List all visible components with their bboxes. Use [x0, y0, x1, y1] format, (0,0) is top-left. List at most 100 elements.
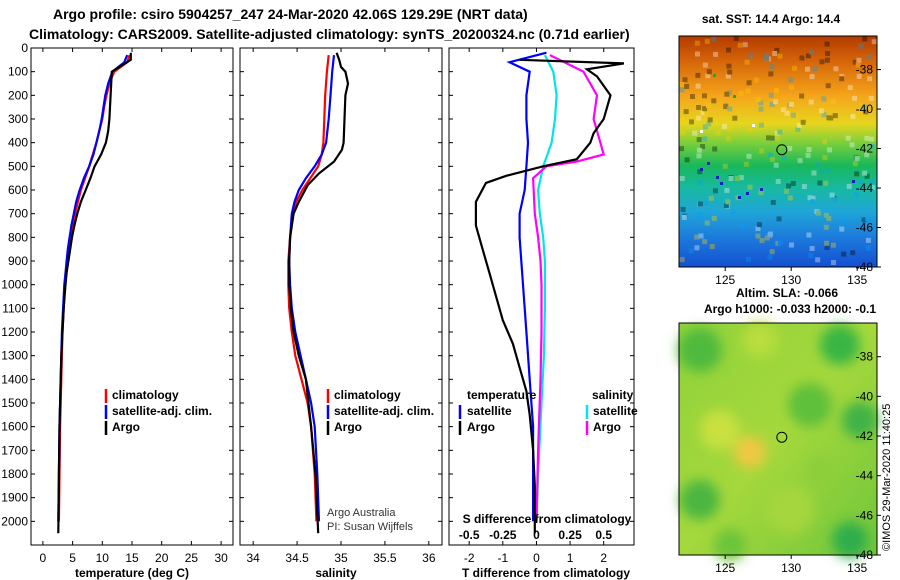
y-tick-label: 1100	[2, 301, 28, 315]
sst-texture	[852, 95, 857, 101]
sst-texture	[692, 130, 698, 136]
sla-title-line1: Altim. SLA: -0.066	[736, 286, 838, 300]
sst-texture	[766, 135, 771, 141]
sst-texture	[712, 146, 718, 152]
sst-texture	[690, 94, 695, 99]
header-line-1: Argo profile: csiro 5904257_247 24-Mar-2…	[53, 6, 528, 22]
sst-texture	[684, 84, 690, 89]
sst-texture	[711, 215, 717, 221]
legend-s-satellite: satellite	[593, 404, 638, 418]
sst-texture	[768, 71, 774, 77]
sst-texture	[754, 77, 760, 83]
sst-texture	[833, 66, 839, 72]
s-diff-tick-label: 0.5	[595, 528, 612, 542]
sst-texture	[698, 233, 704, 239]
sst-texture	[786, 183, 792, 189]
sst-texture	[808, 253, 814, 259]
sst-texture	[790, 112, 796, 118]
sst-texture	[727, 106, 733, 112]
sst-texture	[758, 189, 764, 195]
y-tick-label: 600	[8, 183, 28, 197]
sst-texture	[739, 223, 745, 229]
sst-texture	[777, 129, 783, 135]
sst-texture	[828, 115, 834, 121]
sst-texture	[805, 66, 810, 72]
sst-texture	[734, 176, 740, 181]
y-tick-label: 1700	[1, 443, 28, 457]
sst-texture	[726, 63, 732, 69]
legend-climatology: climatology	[334, 388, 401, 402]
sst-texture	[679, 146, 684, 152]
sst-texture	[722, 163, 728, 169]
sst-texture	[830, 242, 836, 248]
sst-texture	[738, 90, 744, 96]
sst-texture	[823, 180, 829, 186]
map-y-tick-label: -44	[856, 469, 874, 483]
sst-texture	[853, 192, 859, 198]
sst-texture	[867, 76, 873, 82]
map-y-tick-label: -42	[856, 142, 874, 156]
sst-texture	[706, 121, 712, 127]
y-tick-label: 500	[8, 159, 28, 173]
sst-texture	[758, 122, 764, 128]
sst-texture	[731, 209, 737, 215]
sst-texture	[814, 209, 820, 215]
sst-texture	[865, 237, 871, 243]
sst-texture	[694, 40, 700, 46]
sst-texture	[759, 238, 765, 244]
sst-texture	[784, 110, 790, 116]
sla-anomaly-blob	[766, 486, 814, 534]
sst-texture	[698, 212, 704, 218]
sst-texture	[852, 161, 858, 167]
sst-texture	[773, 99, 779, 105]
sst-texture	[776, 216, 782, 222]
sst-texture	[763, 121, 769, 127]
sst-obs-dot	[746, 192, 749, 195]
temperature-xlabel: temperature (deg C)	[75, 566, 189, 580]
sst-texture	[871, 39, 877, 45]
sst-texture	[842, 218, 848, 224]
sst-texture	[801, 184, 807, 189]
sst-texture	[805, 152, 811, 158]
credit-pi: PI: Susan Wijffels	[327, 521, 413, 533]
sst-texture	[845, 135, 851, 141]
sst-texture	[822, 155, 828, 161]
sla-anomaly-blob	[832, 522, 868, 558]
x-tick-label: 30	[214, 551, 228, 565]
sst-texture	[809, 74, 815, 80]
sst-texture	[680, 206, 686, 212]
sla-anomaly-blob	[678, 328, 722, 372]
argo-location-marker	[776, 144, 788, 156]
sst-texture	[684, 157, 690, 163]
sst-texture	[695, 72, 701, 78]
sst-texture	[708, 195, 714, 201]
sst-texture	[769, 249, 775, 255]
sst-texture	[792, 65, 797, 71]
x-tick-label: 0	[533, 551, 540, 565]
t-diff-argo-line	[474, 58, 625, 534]
sst-texture	[695, 51, 700, 57]
sst-texture	[777, 53, 783, 59]
sst-texture	[856, 57, 862, 63]
sst-texture	[841, 251, 847, 257]
legend-satellite: satellite-adj. clim.	[112, 404, 212, 418]
sst-texture	[815, 257, 821, 263]
sst-texture	[826, 215, 832, 221]
sst-texture	[856, 73, 862, 79]
sla-anomaly-blob	[788, 383, 832, 427]
sst-texture	[847, 85, 853, 90]
sst-texture	[850, 250, 856, 256]
sst-texture	[799, 55, 805, 61]
sst-texture	[769, 135, 775, 141]
sst-texture	[738, 175, 744, 181]
sla-frame	[678, 322, 878, 556]
credit-argo-australia: Argo Australia	[327, 507, 396, 519]
sst-texture	[689, 119, 694, 125]
y-tick-label: 1900	[1, 491, 28, 505]
map-x-tick-label: 135	[847, 561, 867, 575]
sst-texture	[770, 157, 775, 162]
sst-texture	[854, 156, 860, 162]
sla-anomaly-blob	[700, 410, 740, 450]
sst-texture	[774, 47, 780, 53]
sst-texture	[775, 179, 781, 184]
